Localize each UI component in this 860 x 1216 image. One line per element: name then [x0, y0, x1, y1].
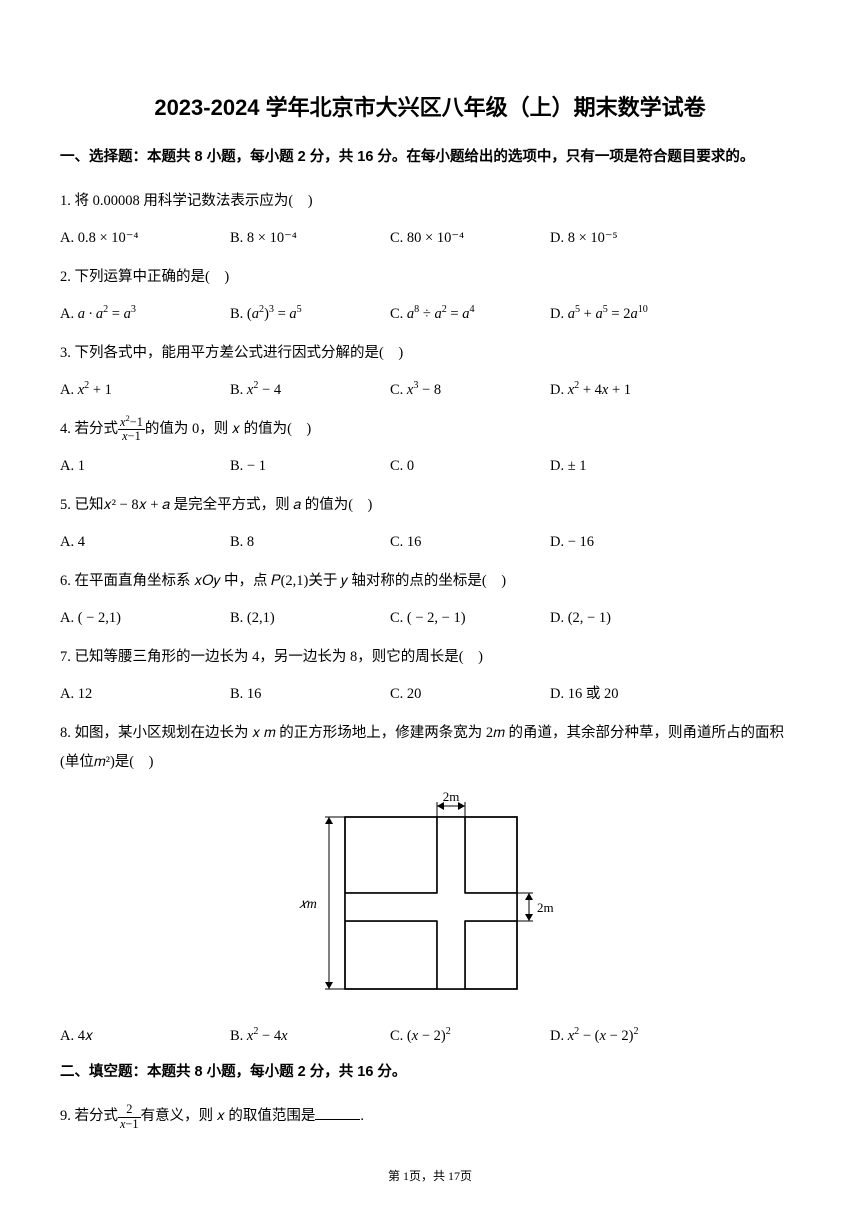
q4-opt-c: C. 0	[390, 452, 550, 481]
q8-opt-c: C. (x − 2)2	[390, 1022, 550, 1051]
page-title: 2023-2024 学年北京市大兴区八年级（上）期末数学试卷	[60, 90, 800, 122]
q8-figure: 2m 2m 𝑥m	[285, 791, 575, 1006]
q1-opt-c: C. 80 × 10⁻⁴	[390, 224, 550, 253]
q1-opt-a: A. 0.8 × 10⁻⁴	[60, 224, 230, 253]
q2-options: A. a · a2 = a3 B. (a2)3 = a5 C. a8 ÷ a2 …	[60, 300, 800, 329]
q5-opt-a: A. 4	[60, 528, 230, 557]
svg-text:2m: 2m	[443, 791, 460, 804]
q8-figure-container: 2m 2m 𝑥m	[60, 791, 800, 1006]
q6-opt-a: A. ( − 2,1)	[60, 604, 230, 633]
q6-options: A. ( − 2,1) B. (2,1) C. ( − 2, − 1) D. (…	[60, 604, 800, 633]
fill-blank	[315, 1106, 360, 1121]
page-footer: 第 1页，共 17页	[0, 1167, 860, 1184]
q1-opt-b: B. 8 × 10⁻⁴	[230, 224, 390, 253]
question-9: 9. 若分式2x−1有意义，则 𝑥 的取值范围是.	[60, 1102, 800, 1131]
q3-options: A. x2 + 1 B. x2 − 4 C. x3 − 8 D. x2 + 4x…	[60, 376, 800, 405]
q7-opt-d: D. 16 或 20	[550, 680, 710, 709]
section-2-header: 二、填空题：本题共 8 小题，每小题 2 分，共 16 分。	[60, 1061, 800, 1084]
q3-opt-d: D. x2 + 4x + 1	[550, 376, 710, 405]
q1-options: A. 0.8 × 10⁻⁴ B. 8 × 10⁻⁴ C. 80 × 10⁻⁴ D…	[60, 224, 800, 253]
question-3: 3. 下列各式中，能用平方差公式进行因式分解的是( )	[60, 339, 800, 368]
q4-opt-a: A. 1	[60, 452, 230, 481]
section-1-header: 一、选择题：本题共 8 小题，每小题 2 分，共 16 分。在每小题给出的选项中…	[60, 146, 800, 169]
q7-options: A. 12 B. 16 C. 20 D. 16 或 20	[60, 680, 800, 709]
q2-opt-a: A. a · a2 = a3	[60, 300, 230, 329]
q6-opt-b: B. (2,1)	[230, 604, 390, 633]
q6-opt-c: C. ( − 2, − 1)	[390, 604, 550, 633]
question-8: 8. 如图，某小区规划在边长为 𝑥 𝑚 的正方形场地上，修建两条宽为 2𝑚 的甬…	[60, 719, 800, 777]
q2-opt-d: D. a5 + a5 = 2a10	[550, 300, 710, 329]
question-6: 6. 在平面直角坐标系 𝑥𝑂𝑦 中，点 𝑃(2,1)关于 𝑦 轴对称的点的坐标是…	[60, 567, 800, 596]
q8-opt-d: D. x2 − (x − 2)2	[550, 1022, 710, 1051]
q3-opt-a: A. x2 + 1	[60, 376, 230, 405]
q3-opt-c: C. x3 − 8	[390, 376, 550, 405]
svg-text:2m: 2m	[537, 900, 554, 915]
question-1: 1. 将 0.00008 用科学记数法表示应为( )	[60, 187, 800, 216]
q8-options: A. 4𝑥 B. x2 − 4x C. (x − 2)2 D. x2 − (x …	[60, 1022, 800, 1051]
q5-opt-c: C. 16	[390, 528, 550, 557]
question-5: 5. 已知𝑥² − 8𝑥 + 𝑎 是完全平方式，则 𝑎 的值为( )	[60, 491, 800, 520]
q4-opt-b: B. − 1	[230, 452, 390, 481]
q7-opt-a: A. 12	[60, 680, 230, 709]
q2-opt-b: B. (a2)3 = a5	[230, 300, 390, 329]
question-4: 4. 若分式x2−1x−1的值为 0，则 𝑥 的值为( )	[60, 415, 800, 444]
q5-options: A. 4 B. 8 C. 16 D. − 16	[60, 528, 800, 557]
q8-diagram-svg: 2m 2m 𝑥m	[285, 791, 575, 1001]
q5-opt-d: D. − 16	[550, 528, 710, 557]
q1-opt-d: D. 8 × 10⁻⁵	[550, 224, 710, 253]
question-2: 2. 下列运算中正确的是( )	[60, 263, 800, 292]
question-7: 7. 已知等腰三角形的一边长为 4，另一边长为 8，则它的周长是( )	[60, 643, 800, 672]
q7-opt-c: C. 20	[390, 680, 550, 709]
q4-opt-d: D. ± 1	[550, 452, 710, 481]
q2-opt-c: C. a8 ÷ a2 = a4	[390, 300, 550, 329]
q3-opt-b: B. x2 − 4	[230, 376, 390, 405]
q8-opt-b: B. x2 − 4x	[230, 1022, 390, 1051]
q7-opt-b: B. 16	[230, 680, 390, 709]
q5-opt-b: B. 8	[230, 528, 390, 557]
q4-options: A. 1 B. − 1 C. 0 D. ± 1	[60, 452, 800, 481]
svg-text:𝑥m: 𝑥m	[299, 897, 317, 912]
q8-opt-a: A. 4𝑥	[60, 1022, 230, 1051]
q6-opt-d: D. (2, − 1)	[550, 604, 710, 633]
